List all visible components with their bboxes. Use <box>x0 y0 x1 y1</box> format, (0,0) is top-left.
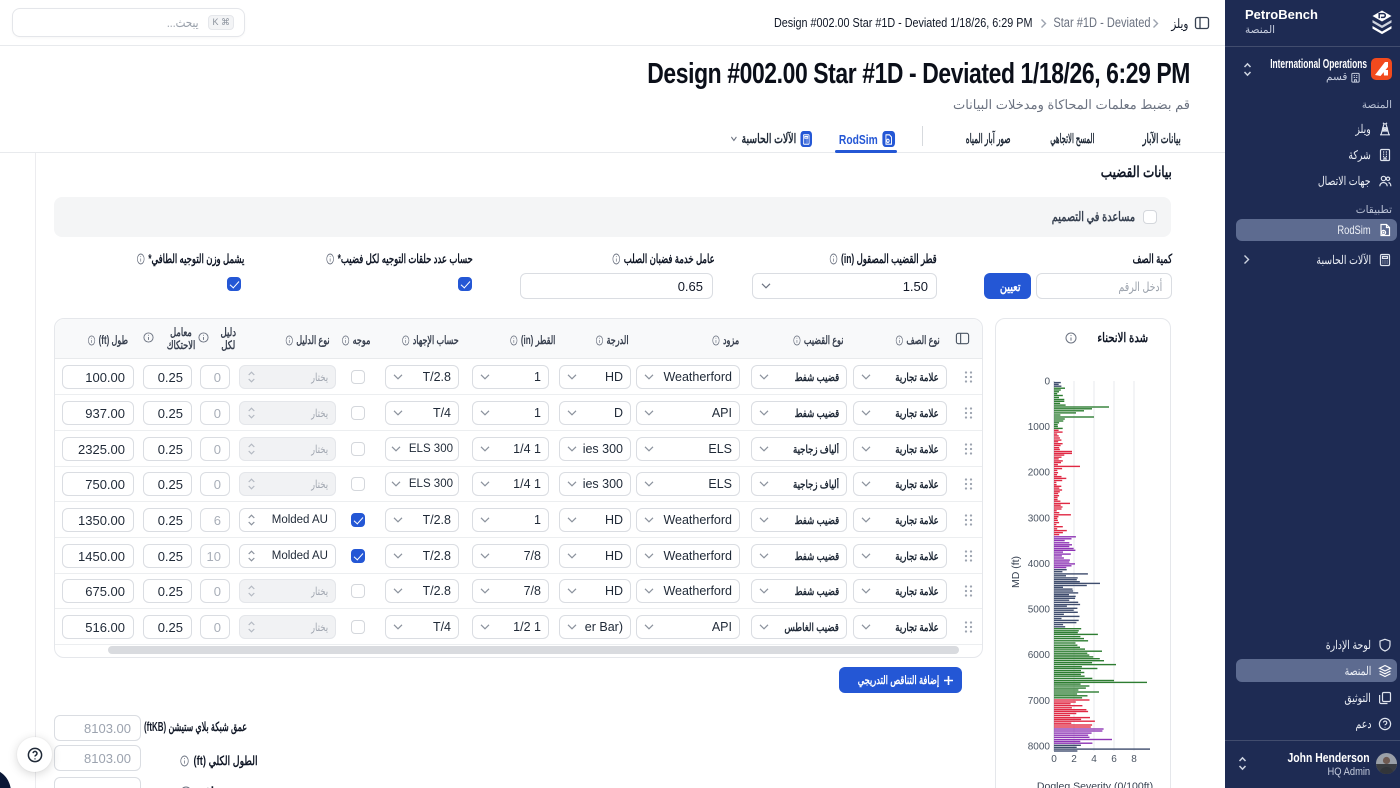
svg-text:0: 0 <box>1044 377 1050 388</box>
svg-text:5000: 5000 <box>1028 605 1051 616</box>
svg-text:Dogleg Severity (0/100ft): Dogleg Severity (0/100ft) <box>1037 781 1153 788</box>
svg-text:MD (ft): MD (ft) <box>1010 556 1022 588</box>
svg-text:1000: 1000 <box>1028 422 1051 433</box>
svg-text:4000: 4000 <box>1028 559 1051 570</box>
svg-text:7000: 7000 <box>1028 696 1051 707</box>
svg-text:8000: 8000 <box>1028 742 1051 753</box>
svg-text:2000: 2000 <box>1028 468 1051 479</box>
svg-text:4: 4 <box>1091 754 1097 765</box>
svg-text:8: 8 <box>1131 754 1137 765</box>
svg-text:2: 2 <box>1071 754 1077 765</box>
svg-text:0: 0 <box>1051 754 1057 765</box>
svg-text:6: 6 <box>1111 754 1117 765</box>
svg-text:6000: 6000 <box>1028 650 1051 661</box>
svg-text:3000: 3000 <box>1028 513 1051 524</box>
